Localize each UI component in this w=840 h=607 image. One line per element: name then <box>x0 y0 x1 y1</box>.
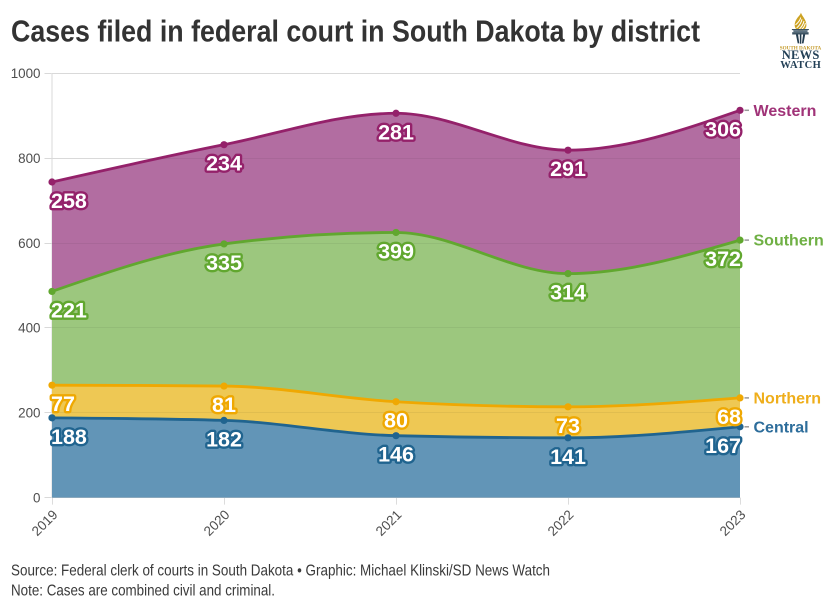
svg-text:NEWS: NEWS <box>782 48 820 62</box>
svg-text:182: 182 <box>206 427 242 451</box>
svg-text:WATCH: WATCH <box>780 60 821 71</box>
svg-text:291: 291 <box>550 157 586 181</box>
svg-text:314: 314 <box>550 281 586 305</box>
svg-text:141: 141 <box>550 445 586 469</box>
svg-text:221: 221 <box>51 298 87 322</box>
svg-text:600: 600 <box>18 236 40 251</box>
svg-text:Central: Central <box>754 419 809 436</box>
svg-text:372: 372 <box>705 247 741 271</box>
svg-text:Cases filed in federal court i: Cases filed in federal court in South Da… <box>11 14 700 49</box>
svg-text:80: 80 <box>384 409 408 433</box>
svg-text:188: 188 <box>51 425 87 449</box>
svg-text:335: 335 <box>206 251 242 275</box>
svg-text:167: 167 <box>705 434 741 458</box>
svg-text:Southern: Southern <box>754 233 824 250</box>
svg-text:400: 400 <box>18 321 40 336</box>
svg-text:73: 73 <box>556 414 580 438</box>
svg-text:Western: Western <box>754 103 817 120</box>
svg-text:1000: 1000 <box>11 66 41 81</box>
svg-text:0: 0 <box>33 490 40 505</box>
svg-text:281: 281 <box>378 120 414 144</box>
svg-text:SOUTH DAKOTA: SOUTH DAKOTA <box>780 45 822 51</box>
svg-text:146: 146 <box>378 443 414 467</box>
svg-text:234: 234 <box>206 152 242 176</box>
svg-text:200: 200 <box>18 406 40 421</box>
svg-text:800: 800 <box>18 151 40 166</box>
svg-text:Note: Cases are combined civil: Note: Cases are combined civil and crimi… <box>11 583 275 600</box>
svg-text:306: 306 <box>705 117 741 141</box>
svg-text:81: 81 <box>212 393 236 417</box>
svg-text:68: 68 <box>717 405 741 429</box>
svg-text:Source: Federal clerk of court: Source: Federal clerk of courts in South… <box>11 563 550 580</box>
svg-text:77: 77 <box>51 392 75 416</box>
svg-text:399: 399 <box>378 240 414 264</box>
svg-text:Northern: Northern <box>754 390 822 407</box>
svg-text:258: 258 <box>51 189 87 213</box>
